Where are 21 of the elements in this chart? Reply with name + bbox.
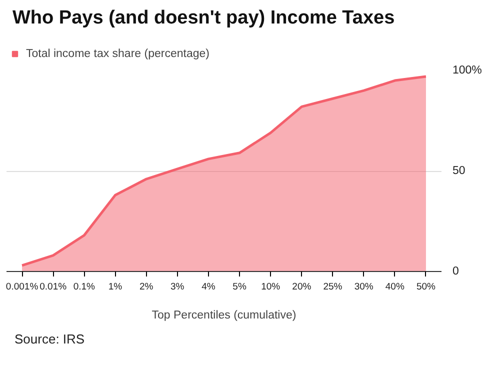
x-tick-label: 1% [108, 282, 123, 292]
x-tick-label: 5% [232, 282, 247, 292]
x-tick-label: 4% [202, 282, 216, 292]
x-axis-title: Top Percentiles (cumulative) [152, 310, 296, 322]
x-tick-label: 10% [261, 282, 281, 292]
x-tick-label: 0.001% [6, 282, 39, 292]
y-tick-label: 50 [452, 165, 466, 177]
y-tick-label: 0 [452, 266, 459, 278]
x-tick-label: 2% [139, 282, 154, 292]
x-tick-label: 30% [354, 282, 374, 292]
x-tick-label: 25% [323, 282, 343, 292]
x-tick-label: 3% [170, 282, 185, 292]
x-tick-label: 0.1% [73, 282, 96, 292]
legend-label: Total income tax share (percentage) [26, 48, 210, 60]
x-tick-label: 0.01% [40, 282, 68, 292]
chart-title: Who Pays (and doesn't pay) Income Taxes [12, 8, 395, 28]
x-tick-label: 50% [416, 282, 436, 292]
y-tick-label: 100% [452, 64, 482, 76]
x-tick-label: 40% [385, 282, 405, 292]
x-tick-label: 20% [292, 282, 312, 292]
source-note: Source: IRS [14, 332, 85, 346]
